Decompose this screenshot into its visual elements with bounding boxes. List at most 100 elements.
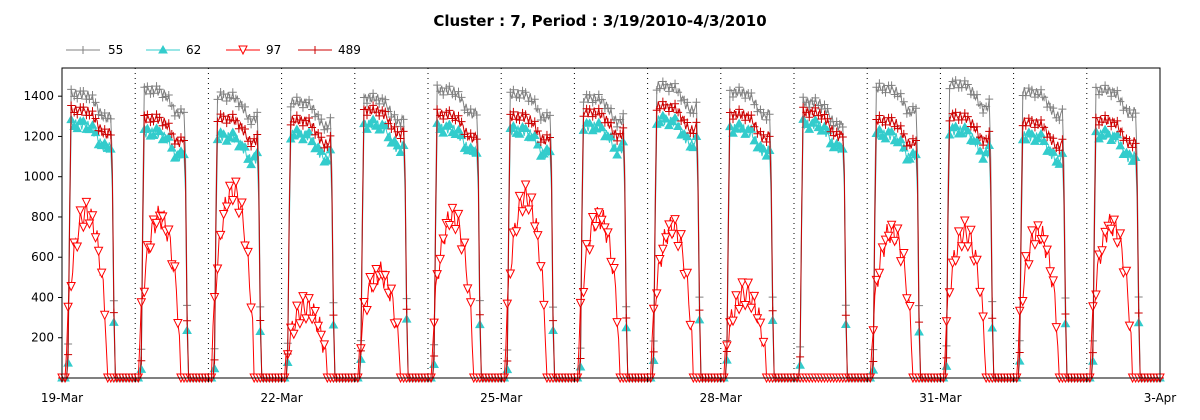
data-point-97 (740, 301, 751, 311)
data-point-97 (874, 268, 885, 279)
data-point-62 (737, 124, 748, 133)
data-point-62 (1020, 134, 1031, 144)
data-point-62 (392, 140, 403, 150)
data-point-489 (838, 133, 847, 142)
data-point-55 (759, 108, 768, 117)
data-point-489 (820, 110, 829, 119)
data-point-97 (661, 233, 671, 243)
data-point-62 (295, 129, 305, 138)
data-point-55 (973, 90, 981, 99)
data-point-62 (596, 122, 607, 132)
data-point-55 (228, 88, 237, 97)
data-point-489 (823, 114, 832, 123)
data-point-55 (725, 86, 734, 95)
data-point-489 (381, 107, 390, 116)
data-point-97 (371, 264, 381, 275)
data-point-97 (1033, 221, 1043, 231)
data-point-489 (402, 305, 411, 314)
data-point-489 (1131, 139, 1140, 148)
data-point-62 (154, 126, 165, 135)
data-point-97 (84, 219, 95, 230)
data-point-55 (375, 99, 384, 108)
data-point-62 (243, 154, 253, 163)
data-point-489 (1125, 136, 1134, 145)
data-point-489 (796, 352, 805, 361)
data-point-55 (1125, 106, 1134, 115)
data-point-62 (87, 120, 98, 129)
data-point-55 (896, 89, 905, 98)
data-point-489 (100, 125, 109, 134)
data-point-489 (231, 116, 240, 125)
data-point-62 (682, 131, 693, 141)
data-point-97 (664, 220, 674, 230)
data-point-55 (802, 98, 811, 107)
data-point-55 (823, 104, 832, 113)
data-point-97 (676, 230, 686, 240)
data-point-55 (899, 97, 908, 106)
data-point-62 (456, 130, 467, 140)
data-point-62 (539, 148, 549, 158)
data-point-62 (246, 159, 256, 169)
data-point-62 (1039, 136, 1049, 146)
data-point-489 (143, 110, 152, 119)
y-tick-label: 1400 (23, 89, 54, 103)
data-point-55 (1055, 116, 1064, 125)
data-point-489 (619, 123, 628, 132)
data-point-97 (685, 320, 696, 331)
data-point-55 (875, 79, 884, 88)
data-point-62 (395, 147, 406, 157)
data-point-62 (758, 143, 769, 153)
data-point-489 (1049, 134, 1058, 143)
data-point-55 (979, 108, 988, 117)
data-point-489 (445, 106, 454, 115)
data-point-489 (576, 354, 585, 363)
data-point-489 (1091, 113, 1100, 122)
data-point-55 (73, 94, 82, 103)
data-point-62 (545, 146, 555, 156)
data-point-489 (905, 141, 914, 149)
data-point-489 (747, 111, 756, 120)
data-point-97 (966, 225, 976, 236)
data-point-62 (374, 124, 385, 134)
data-point-489 (253, 130, 262, 139)
data-point-55 (396, 122, 405, 131)
data-point-489 (106, 131, 115, 140)
data-point-55 (225, 93, 234, 102)
data-point-97 (978, 312, 988, 323)
data-point-489 (689, 129, 698, 138)
data-point-489 (887, 113, 896, 122)
data-point-55 (747, 88, 756, 97)
data-point-489 (973, 122, 981, 131)
data-point-489 (475, 310, 484, 319)
data-point-489 (323, 142, 332, 151)
data-point-62 (514, 129, 525, 138)
series-layer (57, 76, 1165, 384)
data-point-55 (829, 121, 838, 130)
data-point-62 (972, 135, 982, 145)
data-point-97 (227, 195, 238, 206)
data-point-97 (240, 241, 250, 252)
data-point-55 (1040, 93, 1049, 102)
data-point-62 (532, 140, 543, 149)
data-point-97 (514, 191, 525, 202)
data-point-62 (453, 124, 464, 134)
data-point-62 (1048, 147, 1059, 156)
data-point-489 (298, 121, 307, 130)
data-point-97 (75, 206, 86, 217)
data-point-55 (957, 83, 966, 92)
data-point-62 (584, 118, 595, 127)
data-point-62 (895, 134, 906, 144)
data-point-97 (758, 337, 769, 348)
data-point-489 (546, 133, 554, 142)
data-point-97 (301, 314, 311, 324)
data-point-489 (683, 118, 692, 127)
data-point-97 (145, 243, 156, 254)
data-point-62 (389, 135, 400, 145)
data-point-489 (915, 318, 924, 327)
data-point-489 (326, 131, 335, 140)
data-point-55 (509, 85, 518, 94)
data-point-97 (1112, 238, 1123, 248)
data-point-97 (905, 302, 915, 312)
data-point-489 (671, 99, 680, 108)
data-point-97 (215, 230, 226, 241)
